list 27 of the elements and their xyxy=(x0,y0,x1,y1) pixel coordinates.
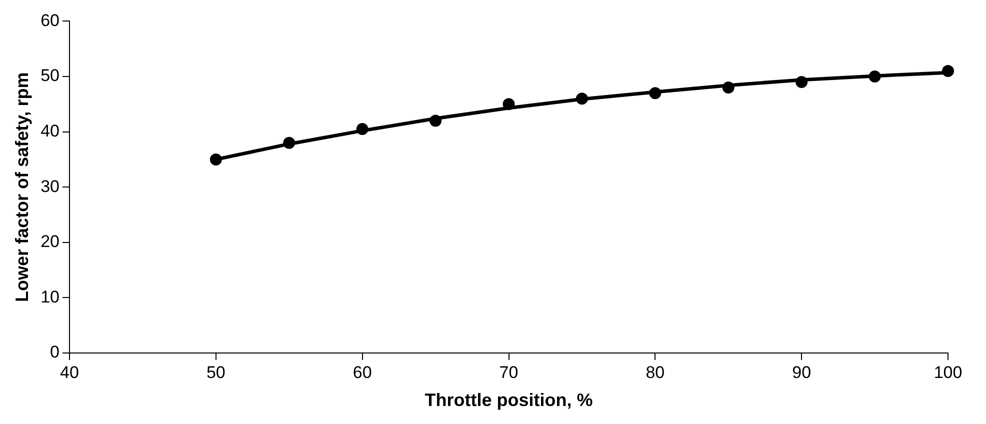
x-tick-label: 50 xyxy=(206,362,226,382)
point xyxy=(210,153,222,166)
y-tick-label: 40 xyxy=(40,121,60,140)
point xyxy=(502,98,515,110)
point xyxy=(283,136,296,149)
y-tick-label: 20 xyxy=(40,232,60,252)
point xyxy=(942,64,954,77)
point xyxy=(430,114,442,127)
y-tick-label: 0 xyxy=(50,342,60,362)
point xyxy=(649,87,662,100)
x-tick-label: 100 xyxy=(934,362,962,382)
y-tick-label: 60 xyxy=(40,10,60,30)
y-tick-label: 10 xyxy=(40,287,60,306)
x-axis-title: Throttle position, % xyxy=(424,390,593,410)
y-tick-label: 50 xyxy=(40,66,60,86)
point xyxy=(722,82,734,94)
x-tick-label: 60 xyxy=(352,362,372,382)
point xyxy=(356,123,368,136)
x-tick-label: 90 xyxy=(792,362,812,382)
y-tick-label: 30 xyxy=(40,176,60,196)
y-axis-title: Lower factor of safety, rpm xyxy=(12,72,32,302)
x-tick-label: 80 xyxy=(646,362,665,382)
point xyxy=(796,76,808,88)
x-tick-label: 40 xyxy=(60,362,79,382)
point xyxy=(576,92,588,105)
x-tick-label: 70 xyxy=(499,362,518,382)
point xyxy=(868,70,881,82)
